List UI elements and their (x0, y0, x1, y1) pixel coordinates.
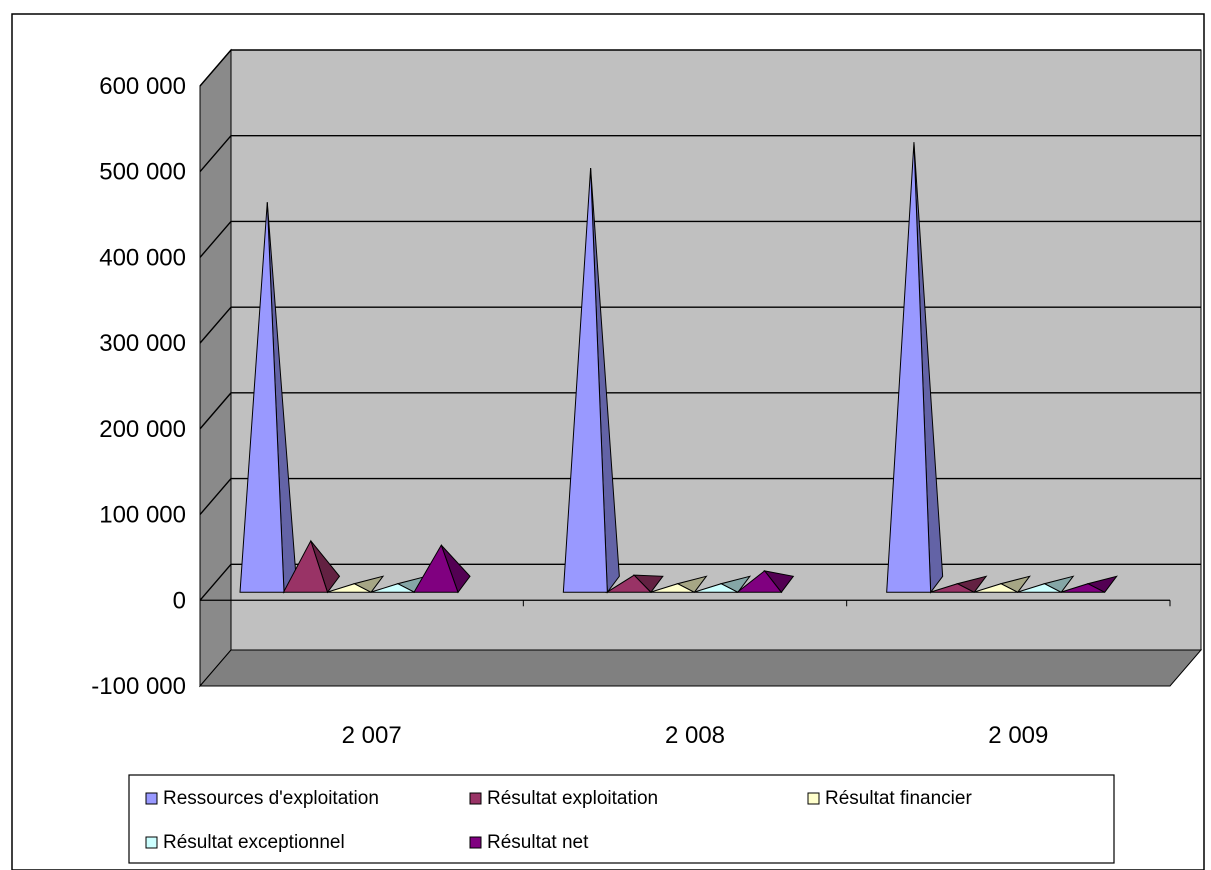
legend-label: Résultat exceptionnel (163, 832, 345, 853)
bar (282, 539, 341, 594)
gridline (199, 563, 1201, 601)
y-tick-label: 500 000 (99, 159, 186, 186)
bar (1017, 575, 1075, 593)
bar-front-face (326, 583, 372, 593)
legend-swatch (807, 792, 820, 805)
bar (326, 575, 385, 593)
bar-front-face (886, 142, 932, 593)
y-tick-label: 100 000 (99, 502, 186, 529)
bar (650, 575, 708, 593)
bar (886, 142, 944, 594)
bar (413, 543, 471, 594)
bar-front-face (370, 583, 415, 593)
legend-swatch (469, 792, 482, 805)
bar (562, 167, 620, 594)
legend-item: Ressources d'exploitation (145, 788, 379, 809)
bar-front-face (605, 574, 653, 593)
legend-box (128, 774, 1115, 864)
bar-front-face (413, 543, 459, 593)
y-tick-labels: -100 000 0 100 000 200 000 300 000 400 000 500… (91, 73, 186, 700)
legend-swatch (145, 792, 158, 805)
x-tick-label: 2 008 (665, 722, 725, 749)
y-tick-label: 200 000 (99, 416, 186, 443)
gridline (199, 49, 1201, 87)
x-tick-label: 2 009 (988, 722, 1048, 749)
bar (735, 570, 795, 594)
bar (605, 574, 664, 594)
gridline (199, 220, 1201, 258)
legend-label: Résultat financier (825, 788, 972, 809)
bar-front-face (693, 583, 739, 593)
bar-front-face (735, 570, 783, 593)
bar-front-face (562, 167, 608, 593)
bar (973, 575, 1031, 593)
gridline (199, 135, 1201, 173)
floor (198, 649, 1203, 687)
legend-item: Résultat financier (807, 788, 972, 809)
y-tick-label: 400 000 (99, 244, 186, 271)
axes (199, 599, 1171, 607)
bar-front-face (930, 583, 975, 593)
bars (239, 142, 1118, 594)
x-tick-labels: 2 007 2 008 2 009 (342, 722, 1049, 749)
gridline (199, 306, 1201, 344)
bar-front-face (239, 202, 285, 593)
bar-front-face (973, 583, 1018, 593)
legend-label: Résultat net (487, 832, 589, 853)
legend-item: Résultat exceptionnel (145, 832, 345, 853)
legend: Ressources d'exploitation Résultat exploi… (128, 774, 1115, 864)
back-wall (230, 49, 1202, 651)
side-wall (199, 48, 232, 688)
x-tick-label: 2 007 (342, 722, 402, 749)
gridline (199, 392, 1201, 430)
legend-swatch (145, 836, 158, 849)
y-tick-label: 300 000 (99, 330, 186, 357)
gridline (199, 477, 1201, 516)
bar-front-face (282, 539, 329, 593)
gridlines (199, 49, 1201, 601)
bar (1060, 575, 1118, 593)
legend-swatch (469, 836, 482, 849)
legend-label: Ressources d'exploitation (163, 788, 379, 809)
legend-label: Résultat exploitation (487, 788, 658, 809)
bar (693, 575, 752, 593)
legend-item: Résultat net (469, 832, 589, 853)
y-tick-label: 0 (173, 587, 186, 614)
bar-front-face (650, 583, 695, 593)
bar-front-face (1060, 583, 1105, 593)
bar (930, 575, 988, 593)
y-tick-label: 600 000 (99, 73, 186, 100)
y-tick-label: -100 000 (91, 673, 186, 700)
chart-walls (198, 48, 1203, 688)
bar-front-face (1017, 583, 1062, 593)
legend-item: Résultat exploitation (469, 788, 658, 809)
